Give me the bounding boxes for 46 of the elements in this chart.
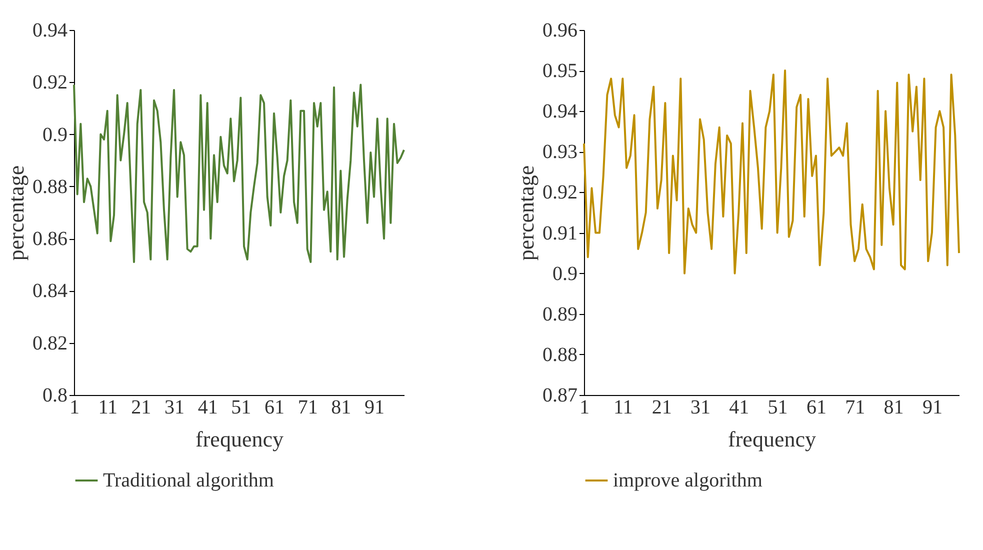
x-tick-label: 81 bbox=[884, 396, 904, 418]
y-tick-label: 0.87 bbox=[542, 384, 578, 406]
y-axis-title: percentage bbox=[514, 165, 538, 261]
y-axis-title: percentage bbox=[4, 165, 28, 261]
y-tick-label: 0.94 bbox=[542, 100, 578, 123]
y-tick-label: 0.88 bbox=[32, 176, 68, 198]
x-tick-label: 21 bbox=[131, 396, 152, 418]
x-axis-title: frequency bbox=[196, 426, 284, 452]
x-tick-label: 71 bbox=[298, 396, 318, 418]
x-tick-label: 51 bbox=[768, 396, 788, 418]
x-tick-label: 31 bbox=[690, 396, 710, 418]
y-tick-label: 0.92 bbox=[542, 182, 578, 204]
y-tick-label: 0.82 bbox=[32, 332, 68, 354]
x-tick-label: 1 bbox=[580, 396, 590, 418]
x-tick-label: 31 bbox=[164, 396, 184, 418]
x-tick-label: 91 bbox=[364, 396, 384, 418]
legend-label: improve algorithm bbox=[613, 470, 763, 492]
x-tick-label: 11 bbox=[98, 396, 118, 418]
y-tick-label: 0.95 bbox=[542, 60, 578, 82]
line-series bbox=[583, 70, 960, 274]
x-axis-title: frequency bbox=[728, 426, 816, 452]
x-tick-label: 41 bbox=[729, 396, 750, 418]
y-tick-label: 0.84 bbox=[32, 280, 68, 302]
y-tick-label: 0.9 bbox=[552, 262, 578, 285]
y-tick-label: 0.8 bbox=[42, 384, 68, 406]
y-tick-label: 0.91 bbox=[542, 222, 578, 244]
y-tick-label: 0.96 bbox=[542, 20, 578, 42]
line-series bbox=[73, 84, 405, 264]
x-tick-label: 81 bbox=[331, 396, 352, 418]
y-tick-label: 0.9 bbox=[42, 124, 68, 146]
x-tick-label: 11 bbox=[614, 396, 633, 418]
y-tick-label: 0.89 bbox=[542, 303, 578, 326]
x-tick-label: 51 bbox=[231, 396, 252, 418]
x-tick-label: 61 bbox=[264, 396, 284, 418]
y-tick-label: 0.88 bbox=[542, 344, 578, 366]
x-tick-label: 61 bbox=[806, 396, 826, 418]
x-tick-label: 91 bbox=[922, 396, 942, 418]
x-tick-label: 41 bbox=[198, 396, 218, 418]
x-tick-label: 21 bbox=[652, 396, 672, 418]
y-tick-label: 0.93 bbox=[542, 141, 578, 164]
x-tick-label: 71 bbox=[845, 396, 866, 418]
y-tick-label: 0.94 bbox=[32, 20, 68, 42]
y-tick-label: 0.92 bbox=[32, 72, 68, 94]
legend-label: Traditional algorithm bbox=[103, 470, 274, 492]
x-tick-label: 1 bbox=[70, 396, 80, 418]
y-tick-label: 0.86 bbox=[32, 228, 68, 250]
